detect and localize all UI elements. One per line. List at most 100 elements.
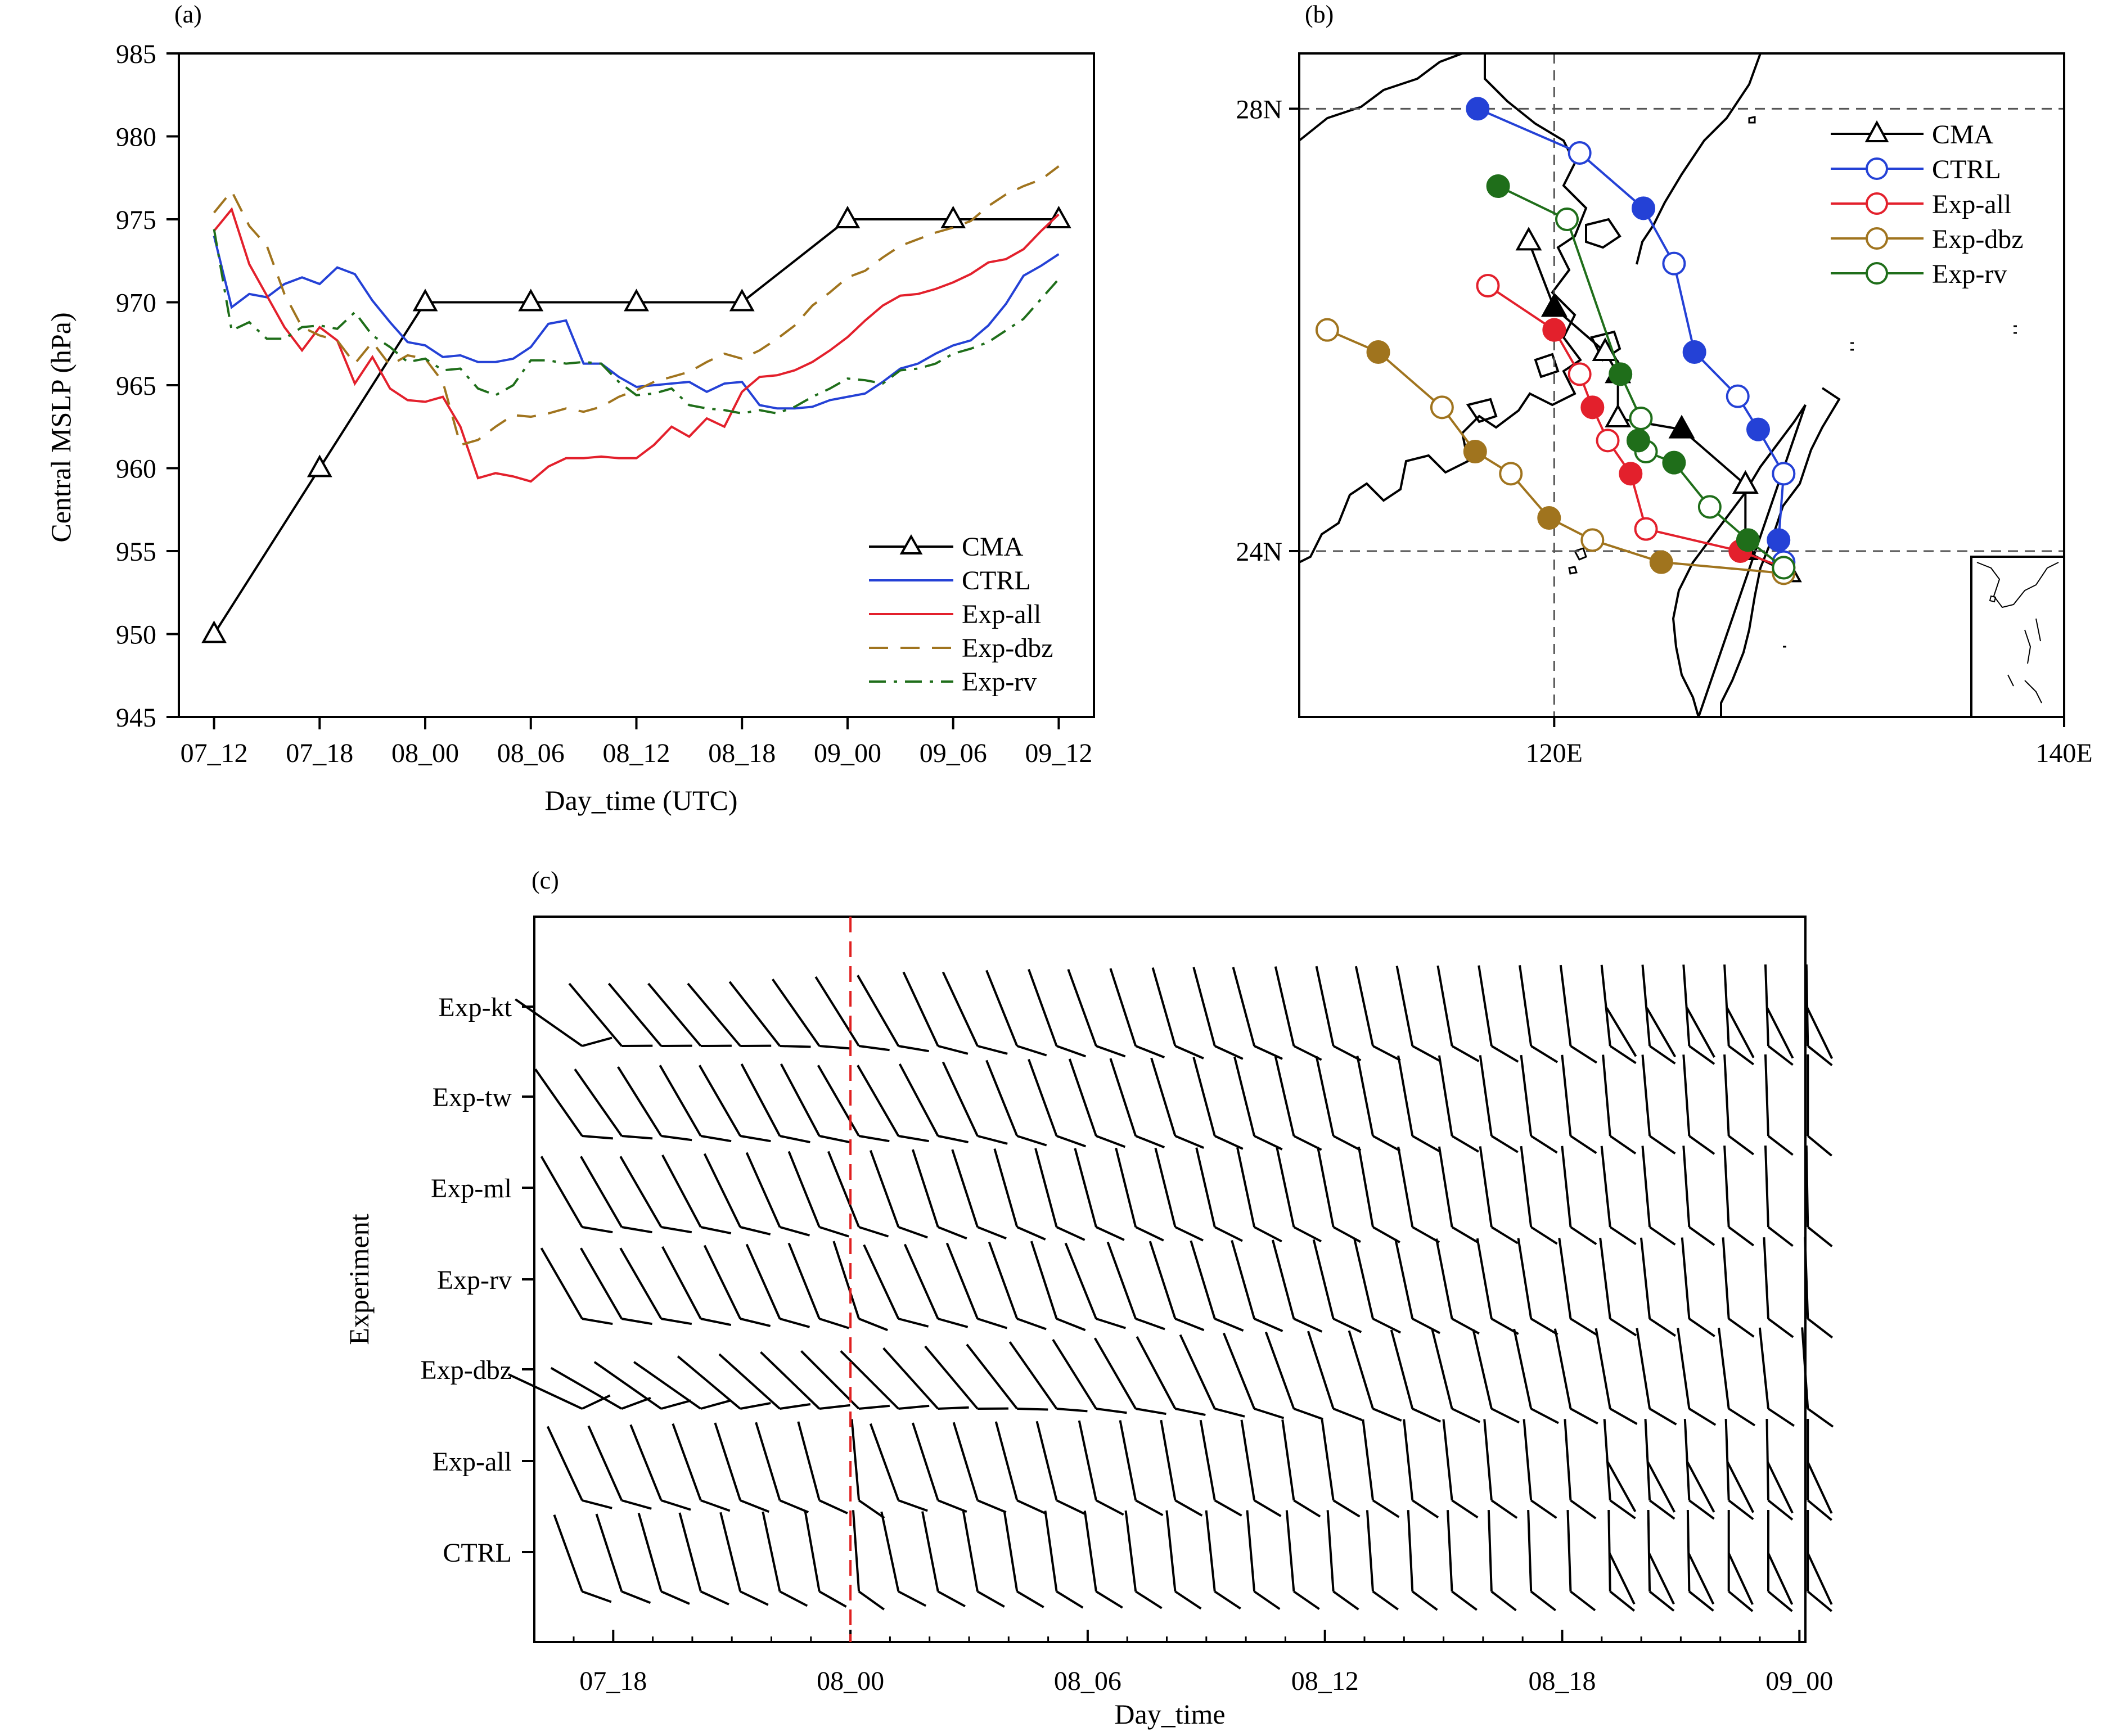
wind-barb-feather <box>1531 1319 1557 1334</box>
wind-barb-shaft <box>1641 1238 1650 1319</box>
wind-barb-feather <box>859 1136 889 1141</box>
wind-barb-shaft <box>1478 1238 1492 1319</box>
wind-barb-shaft <box>1524 1419 1532 1500</box>
wind-barb-feather <box>859 1319 888 1330</box>
wind-barb-feather <box>1136 1227 1164 1241</box>
wind-barb-shaft <box>1075 1148 1096 1227</box>
wind-barb-feather <box>1571 1136 1597 1153</box>
wind-barb-feather <box>1136 1136 1164 1147</box>
wind-barb-shaft <box>987 1061 1017 1136</box>
wind-barb-shaft <box>1282 1419 1294 1500</box>
wind-barb-feather <box>701 1227 731 1233</box>
track-marker-exp-rv <box>1773 557 1794 579</box>
wind-barb-shaft <box>1765 1146 1768 1227</box>
wind-barb-feather <box>859 1046 890 1050</box>
wind-barb-feather <box>701 1319 731 1325</box>
wind-barb-shaft <box>1120 1421 1136 1500</box>
wind-barb-feather <box>1057 1136 1086 1146</box>
wind-barb-shaft <box>1193 967 1215 1046</box>
wind-barb-shaft <box>1719 1328 1729 1409</box>
wind-barb-feather <box>661 1319 692 1324</box>
cma-triangle-marker <box>837 208 858 227</box>
wind-barb-feather <box>938 1500 967 1512</box>
wind-barb-shaft <box>594 1362 661 1409</box>
wind-barb-feather <box>1175 1500 1202 1516</box>
wind-barb-feather <box>1571 1591 1596 1611</box>
wind-barb-shaft <box>1235 1057 1254 1136</box>
wind-barb-feather <box>1373 1046 1400 1060</box>
wind-barb-shaft <box>720 1512 740 1591</box>
wind-barb-feather <box>1531 1591 1556 1611</box>
wind-barb-feather <box>1334 1136 1361 1150</box>
wind-barb-feather <box>1531 1500 1556 1518</box>
track-marker-exp-rv <box>1699 496 1720 517</box>
y-tick-label: 970 <box>116 288 156 318</box>
y-tick-label: 960 <box>116 454 156 484</box>
wind-barb-feather <box>819 1046 850 1048</box>
wind-barb-shaft <box>1724 1146 1729 1227</box>
wind-barb-feather <box>1808 1136 1831 1156</box>
x-tick-label: 09_00 <box>1765 1666 1833 1696</box>
coastline-islands <box>1468 219 1620 422</box>
wind-barb-shaft <box>1439 1056 1452 1136</box>
wind-barb-feather <box>1650 1319 1675 1336</box>
wind-barb-feather <box>1531 1136 1557 1153</box>
coastline-northeast <box>1637 53 1760 264</box>
wind-barb-feather <box>1096 1591 1123 1608</box>
wind-barb-feather <box>1571 1227 1597 1244</box>
wind-barb-feather <box>1175 1409 1206 1415</box>
wind-barb-feather <box>1729 1319 1754 1337</box>
track-marker-exp-rv <box>1628 430 1649 451</box>
wind-barb-feather <box>1057 1500 1085 1514</box>
wind-barb-shaft <box>1642 1055 1650 1136</box>
wind-barb-feather <box>1057 1409 1088 1411</box>
wind-barb-feather <box>898 1046 929 1051</box>
wind-barb-feather <box>1610 1319 1636 1336</box>
wind-barb-feather-2 <box>1608 1462 1636 1512</box>
track-marker-ctrl <box>1768 529 1789 551</box>
wind-barb-feather <box>1017 1136 1046 1146</box>
wind-barb-feather <box>1136 1409 1166 1414</box>
wind-barb-feather <box>1215 1409 1245 1417</box>
wind-barb-feather-2 <box>1688 1553 1713 1604</box>
wind-barb-feather <box>1571 1046 1597 1063</box>
wind-barb-feather <box>780 1227 810 1236</box>
wind-barb-feather <box>1294 1500 1320 1517</box>
wind-barb-shaft <box>1314 1239 1334 1319</box>
wind-barb-shaft <box>864 1245 898 1319</box>
y-tick-label: 945 <box>116 703 156 733</box>
wind-barb-shaft <box>781 1064 819 1136</box>
wind-barb-feather <box>1096 1319 1125 1328</box>
wind-barb-feather-2 <box>1610 1553 1634 1604</box>
wind-barb-shaft <box>1555 1329 1571 1409</box>
wind-barb-shaft <box>1032 1241 1057 1319</box>
wind-barb-shaft <box>1723 1237 1729 1319</box>
wind-barb-feather <box>1096 1409 1127 1413</box>
y-tick-label: Exp-all <box>433 1447 512 1477</box>
wind-barb-feather <box>978 1046 1007 1054</box>
wind-barb-feather <box>780 1319 810 1327</box>
wind-barb-feather <box>1017 1319 1046 1329</box>
wind-barb-feather <box>1373 1319 1400 1333</box>
wind-barb-shaft <box>1562 1055 1570 1136</box>
wind-barb-feather <box>582 1500 612 1508</box>
x-tick-label: 07_18 <box>286 738 353 768</box>
wind-barb-shaft <box>1489 1510 1492 1591</box>
wind-barb-shaft <box>1448 1510 1452 1591</box>
wind-barb-shaft <box>1683 1146 1689 1227</box>
track-marker-ctrl <box>1773 463 1794 484</box>
wind-barb-feather-2 <box>1649 1553 1674 1604</box>
wind-barb-shaft <box>1273 1240 1294 1319</box>
wind-barb-shaft <box>1765 964 1768 1046</box>
track-marker-exp-all <box>1569 363 1591 385</box>
wind-barb-feather <box>859 1500 884 1518</box>
wind-barb-feather <box>819 1405 850 1409</box>
wind-barb-feather <box>938 1136 969 1142</box>
wind-barb-shaft <box>1276 967 1294 1046</box>
wind-barb-shaft <box>1066 1243 1096 1319</box>
wind-barb-feather <box>1808 1319 1832 1338</box>
legend-triangle-marker <box>902 536 921 553</box>
